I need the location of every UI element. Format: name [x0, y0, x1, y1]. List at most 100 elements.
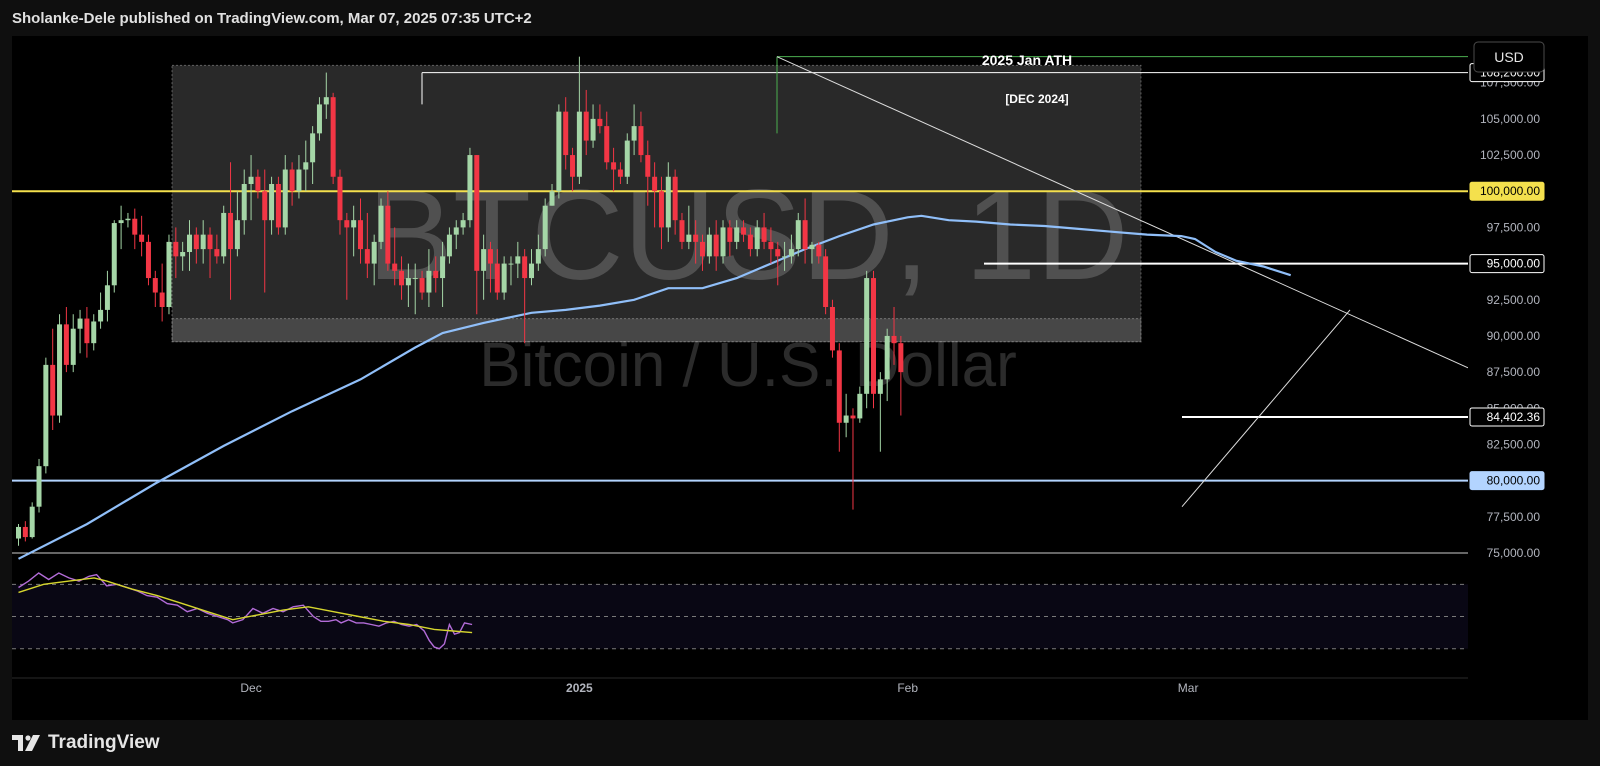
time-axis: Dec 2025 Feb Mar	[240, 681, 1198, 695]
currency-button-label[interactable]: USD	[1494, 49, 1524, 65]
price-tick-label: 82,500.00	[1487, 437, 1541, 451]
candle-body	[228, 212, 234, 250]
candle-body	[70, 328, 76, 365]
candle-body	[412, 278, 418, 280]
candle-body	[747, 234, 753, 250]
candle-body	[392, 263, 398, 271]
candle-body	[652, 176, 658, 192]
chart-background	[12, 36, 1588, 720]
candle-body	[604, 126, 610, 163]
candle-body	[829, 307, 835, 351]
candle-body	[727, 227, 733, 242]
candle-body	[508, 263, 514, 265]
candle-body	[207, 234, 213, 250]
price-label-box	[1469, 254, 1545, 274]
candle-body	[187, 234, 192, 253]
candle-body	[693, 234, 699, 242]
candle-body	[775, 249, 781, 257]
candle-body	[522, 256, 528, 279]
candle-body	[159, 292, 165, 307]
candle-body	[433, 270, 439, 279]
candle-body	[84, 318, 90, 344]
candle-body	[50, 364, 56, 416]
price-label-text: 95,000.00	[1487, 257, 1541, 271]
candle-body	[665, 176, 671, 228]
price-tick-label: 97,500.00	[1487, 220, 1541, 234]
candle-body	[371, 241, 377, 264]
candle-body	[446, 234, 452, 257]
candle-body	[453, 227, 459, 235]
candle-body	[857, 393, 863, 419]
candle-body	[29, 506, 35, 538]
candle-body	[364, 249, 370, 264]
price-tick-label: 90,000.00	[1487, 329, 1541, 343]
currency-button-box[interactable]	[1473, 41, 1545, 73]
chart-area[interactable]: BTCUSD, 1D Bitcoin / U.S. Dollar 2025 Ja…	[12, 36, 1588, 720]
candle-body	[405, 278, 411, 286]
candle-body	[57, 324, 63, 416]
candle-body	[152, 278, 158, 293]
candle-body	[180, 252, 186, 257]
candle-body	[809, 244, 815, 250]
candle-body	[440, 256, 446, 279]
candle-body	[631, 126, 637, 141]
descending-trendline	[776, 56, 1469, 369]
candle-body	[864, 278, 870, 394]
candle-body	[706, 234, 712, 257]
price-label-text: 80,000.00	[1487, 474, 1541, 488]
price-tick-label: 102,500.00	[1480, 148, 1540, 162]
candle-body	[467, 155, 473, 221]
currency-button[interactable]: USD	[1473, 41, 1545, 73]
candle-body	[795, 220, 801, 250]
candle-body	[481, 249, 487, 271]
price-label-box	[1469, 181, 1545, 201]
candle-body	[877, 379, 883, 394]
candle-body	[289, 169, 295, 192]
candle-body	[22, 526, 28, 538]
candle-body	[788, 249, 794, 257]
candle-body	[556, 111, 562, 192]
candle-body	[761, 227, 767, 242]
candle-body	[316, 104, 322, 134]
candle-body	[871, 278, 876, 394]
candle-body	[501, 263, 507, 293]
price-axis-background	[1468, 36, 1588, 720]
candle-body	[741, 227, 747, 235]
candle-body	[843, 415, 849, 423]
trendlines	[776, 56, 1469, 508]
candle-body	[118, 220, 124, 224]
candle-body	[535, 249, 541, 264]
candle-body	[145, 241, 151, 279]
candle-body	[672, 176, 678, 221]
candle-body	[570, 155, 576, 177]
candle-body	[104, 285, 110, 310]
candle-body	[248, 176, 254, 184]
price-label-text: 84,402.36	[1487, 410, 1541, 424]
candle-body	[337, 176, 343, 221]
candle-body	[98, 309, 104, 322]
price-label-text: 100,000.00	[1480, 184, 1540, 198]
candle-body	[782, 256, 788, 258]
rsi-pane: 75.0050.0025.00	[12, 569, 1510, 679]
candle-body	[590, 118, 596, 141]
candle-body	[255, 176, 261, 192]
price-tick-label: 77,500.00	[1487, 510, 1541, 524]
candle-body	[426, 270, 432, 293]
candle-body	[597, 118, 603, 127]
brand-name: TradingView	[48, 732, 160, 753]
support-zone	[171, 318, 1142, 343]
tradingview-brand[interactable]: TradingView	[12, 730, 160, 756]
candle-body	[700, 241, 705, 257]
candle-body	[193, 234, 199, 250]
price-tick-label: 105,000.00	[1480, 112, 1540, 126]
candle-body	[330, 97, 336, 177]
price-tick-label: 87,500.00	[1487, 365, 1541, 379]
chart-svg[interactable]: BTCUSD, 1D Bitcoin / U.S. Dollar 2025 Ja…	[12, 36, 1588, 720]
candle-body	[576, 111, 582, 177]
candle-body	[836, 350, 842, 423]
candle-body	[898, 343, 904, 373]
candle-body	[91, 321, 97, 344]
candle-body	[611, 162, 617, 170]
horizontal-levels	[12, 56, 1468, 554]
